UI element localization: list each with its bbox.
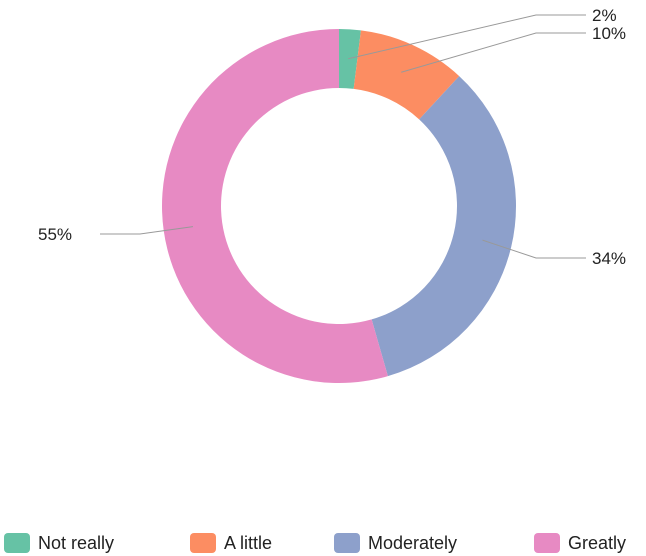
leader-lines-group xyxy=(100,14,586,259)
leader-line-greatly xyxy=(100,226,194,235)
legend-swatch-not-really xyxy=(4,533,30,553)
slice-label-a-little: 10% xyxy=(592,24,626,43)
slice-moderately[interactable] xyxy=(371,76,516,377)
slice-greatly[interactable] xyxy=(161,29,388,384)
legend-label-moderately: Moderately xyxy=(368,532,458,553)
legend-item-a-little[interactable]: A little xyxy=(190,532,272,554)
legend: Not really A little Moderately Greatly xyxy=(4,532,644,554)
leader-line-a-little xyxy=(401,32,586,73)
slice-label-not-really: 2% xyxy=(592,6,617,25)
slice-not-really[interactable] xyxy=(339,29,361,89)
labels-group: 2% 10% 34% 55% xyxy=(38,6,626,268)
slice-label-moderately: 34% xyxy=(592,249,626,268)
leader-line-not-really xyxy=(348,14,586,60)
slice-a-little[interactable] xyxy=(353,30,460,120)
legend-label-greatly: Greatly xyxy=(568,532,627,553)
leader-line-moderately xyxy=(482,239,586,259)
slice-label-greatly: 55% xyxy=(38,225,72,244)
legend-swatch-greatly xyxy=(534,533,560,553)
legend-swatch-moderately xyxy=(334,533,360,553)
legend-swatch-a-little xyxy=(190,533,216,553)
legend-item-moderately[interactable]: Moderately xyxy=(334,532,457,554)
legend-item-greatly[interactable]: Greatly xyxy=(534,532,626,554)
slices-group xyxy=(161,29,516,384)
legend-label-a-little: A little xyxy=(224,532,273,553)
legend-item-not-really[interactable]: Not really xyxy=(4,532,114,554)
legend-label-not-really: Not really xyxy=(38,532,115,553)
